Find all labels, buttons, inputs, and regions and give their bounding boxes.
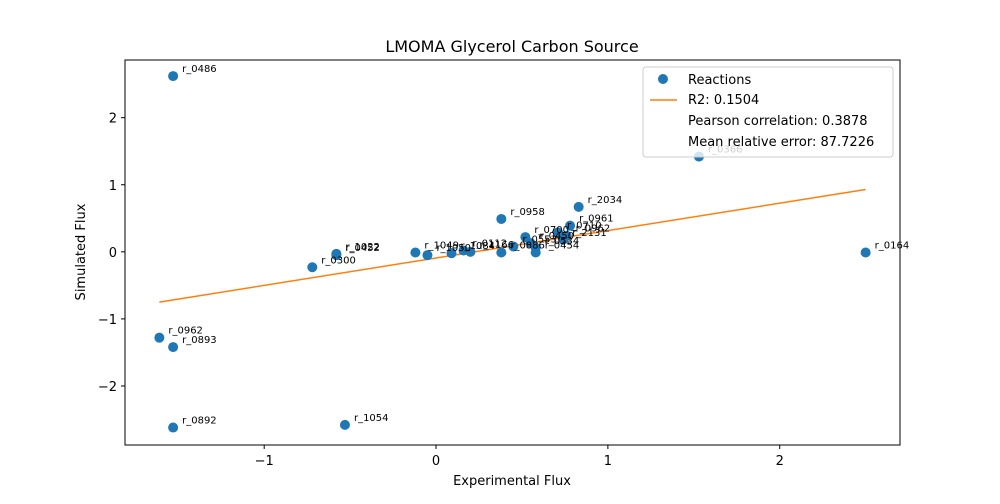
y-tick-label: 2 <box>109 112 117 127</box>
legend-box <box>642 66 894 158</box>
data-point <box>168 71 179 82</box>
data-point <box>558 234 569 245</box>
point-label: r_0962 <box>168 326 203 337</box>
point-label: r_0886 <box>510 241 545 252</box>
y-tick-label: 0 <box>109 246 117 261</box>
point-label: r_2034 <box>588 195 623 206</box>
data-point <box>168 342 179 353</box>
data-point <box>331 250 342 261</box>
data-point <box>496 213 507 224</box>
legend-marker-reactions <box>658 74 668 84</box>
legend-label-pearson: Pearson correlation: 0.3878 <box>688 114 868 129</box>
x-tick-label: 1 <box>604 454 612 469</box>
data-point <box>860 247 871 258</box>
data-point <box>168 422 179 433</box>
point-label: r_0300 <box>321 255 356 266</box>
point-label: r_2131 <box>572 228 607 239</box>
y-tick-label: −1 <box>98 313 117 328</box>
point-label: r_0486 <box>182 64 217 75</box>
point-label: r_0112 <box>473 238 508 249</box>
legend-label-mre: Mean relative error: 87.7226 <box>688 135 874 150</box>
point-label: r_0700 <box>534 225 569 236</box>
point-label: r_0452 <box>345 243 380 254</box>
data-point <box>496 247 507 258</box>
data-point <box>553 227 564 238</box>
data-point <box>565 220 576 231</box>
data-point <box>154 332 165 343</box>
data-point <box>508 241 519 252</box>
point-label: r_1022 <box>345 242 380 253</box>
point-label: r_0962 <box>576 224 611 235</box>
point-label: r_0892 <box>182 416 217 427</box>
x-tick-label: −1 <box>255 454 274 469</box>
y-tick-label: 1 <box>109 179 117 194</box>
data-point <box>422 250 433 261</box>
point-label: r_1084 <box>460 241 495 252</box>
x-tick-label: 0 <box>432 454 440 469</box>
y-tick-label: −2 <box>98 380 117 395</box>
data-point <box>465 246 476 257</box>
point-label: r_0534 <box>545 236 580 247</box>
point-label: r_1166 <box>479 240 514 251</box>
point-label: r_0454 <box>545 241 580 252</box>
legend-label-reactions: Reactions <box>688 73 751 88</box>
point-label: r_0710 <box>567 220 602 231</box>
point-label: r_0164 <box>875 241 910 252</box>
y-axis-label: Simulated Flux <box>74 203 89 300</box>
x-tick-label: 2 <box>776 454 784 469</box>
data-point <box>307 262 318 273</box>
data-point <box>339 419 350 430</box>
point-label: r_0893 <box>182 335 217 346</box>
chart-title: LMOMA Glycerol Carbon Source <box>385 37 638 56</box>
point-label: r_0958 <box>510 207 545 218</box>
point-label: r_0961 <box>579 214 614 225</box>
point-label: r_0553 <box>522 234 557 245</box>
point-label: r_1050 <box>436 243 471 254</box>
plot-frame <box>124 59 901 446</box>
data-point <box>410 247 421 258</box>
data-point <box>530 247 541 258</box>
data-point <box>573 201 584 212</box>
point-label: r_0450 <box>540 231 575 242</box>
legend-label-r2: R2: 0.1504 <box>688 93 759 108</box>
x-axis-label: Experimental Flux <box>453 474 571 489</box>
data-point <box>446 248 457 259</box>
point-label: r_1054 <box>354 413 389 424</box>
legend: Reactions R2: 0.1504 Pearson correlation… <box>642 66 894 158</box>
point-label: r_1049 <box>424 241 459 252</box>
